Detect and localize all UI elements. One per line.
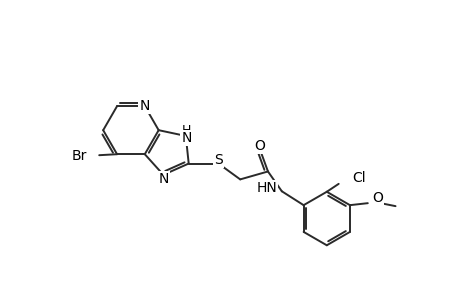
Text: Cl: Cl bbox=[352, 171, 365, 185]
Text: H: H bbox=[182, 124, 191, 137]
Text: HN: HN bbox=[256, 181, 276, 195]
Text: O: O bbox=[371, 191, 382, 205]
Text: O: O bbox=[254, 139, 265, 153]
Text: Br: Br bbox=[72, 149, 87, 163]
Text: S: S bbox=[213, 153, 222, 166]
Text: N: N bbox=[139, 99, 150, 113]
Text: N: N bbox=[181, 131, 191, 145]
Text: N: N bbox=[158, 172, 168, 186]
